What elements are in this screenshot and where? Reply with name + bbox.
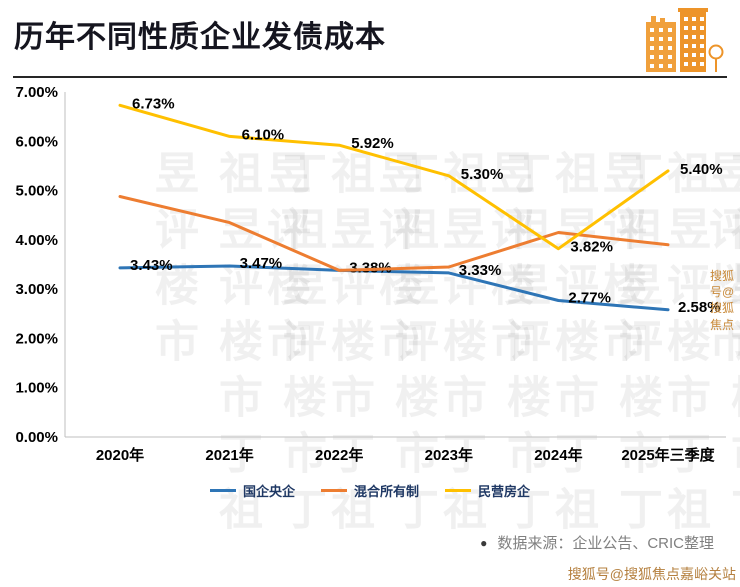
legend-swatch-icon	[320, 489, 347, 492]
x-tick-label: 2022年	[315, 446, 363, 464]
y-tick-label: 2.00%	[15, 330, 58, 347]
sohu-watermark-bottom: 搜狐号@搜狐焦点嘉峪关站	[567, 566, 736, 582]
x-tick-label: 2020年	[96, 446, 144, 464]
data-label: 6.10%	[242, 126, 285, 143]
y-tick-label: 4.00%	[15, 232, 58, 249]
buildings-icon	[646, 8, 724, 72]
legend-label: 民营房企	[478, 484, 531, 499]
y-tick-label: 5.00%	[15, 183, 58, 200]
data-label: 3.38%	[349, 259, 392, 276]
page-title: 历年不同性质企业发债成本	[14, 21, 386, 54]
legend-label: 混合所有制	[353, 484, 419, 499]
y-tick-label: 0.00%	[15, 429, 58, 446]
footer-bullet-icon: ●	[480, 535, 488, 550]
data-label: 5.40%	[680, 161, 723, 178]
series-line	[118, 195, 670, 272]
data-label: 6.73%	[132, 95, 175, 112]
y-tick-label: 1.00%	[15, 380, 58, 397]
data-label: 3.82%	[570, 239, 613, 256]
legend-label: 国企央企	[242, 484, 295, 499]
legend-swatch-icon	[209, 489, 236, 492]
data-label: 5.30%	[461, 166, 504, 183]
data-source-text: 数据来源：企业公告、CRIC整理	[497, 535, 714, 552]
y-tick-label: 6.00%	[15, 133, 58, 150]
data-label: 2.77%	[568, 289, 611, 306]
title-divider	[13, 76, 727, 78]
footer: ● 数据来源：企业公告、CRIC整理	[480, 532, 714, 553]
data-label: 3.43%	[130, 257, 173, 274]
x-tick-label: 2024年	[534, 446, 582, 464]
x-tick-label: 2023年	[425, 446, 473, 464]
x-tick-label: 2025年三季度	[621, 446, 715, 464]
x-tick-label: 2021年	[205, 446, 253, 464]
sohu-watermark-right: 搜狐号@搜狐焦点嘉峪关站	[710, 269, 735, 334]
legend-item: 民营房企	[445, 481, 530, 500]
legend-item: 国企央企	[209, 481, 295, 500]
data-label: 3.33%	[459, 262, 502, 279]
series-line	[118, 103, 670, 251]
data-label: 2.58%	[678, 299, 721, 316]
series-line	[118, 264, 670, 312]
legend-swatch-icon	[445, 489, 471, 492]
y-tick-label: 3.00%	[15, 281, 58, 298]
data-label: 5.92%	[351, 135, 394, 152]
data-label: 3.47%	[240, 255, 283, 272]
legend-item: 混合所有制	[320, 481, 419, 500]
chart-legend: 国企央企 混合所有制 民营房企	[0, 481, 740, 500]
y-tick-label: 7.00%	[15, 84, 58, 101]
